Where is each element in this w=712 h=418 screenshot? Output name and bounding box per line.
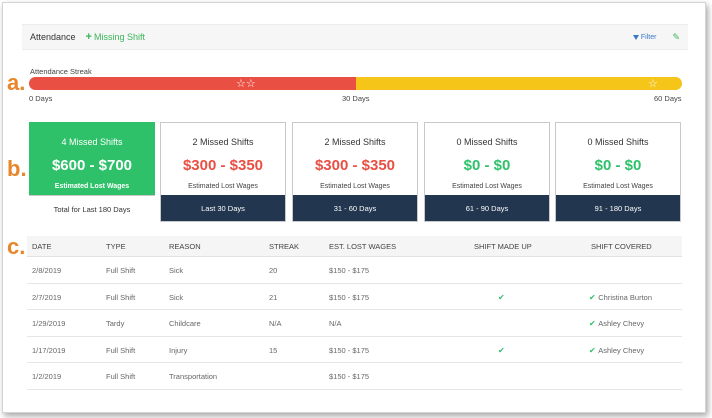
check-icon: ✔ xyxy=(589,345,599,355)
streak-tick-start: 0 Days xyxy=(29,94,53,103)
table-row[interactable]: 1/17/2019 Full Shift Injury 15 $150 - $175 ✔ ✔… xyxy=(27,337,682,363)
lost-wages-amount: $600 - $700 xyxy=(51,157,133,174)
lost-wages-label: Estimated Lost Wages xyxy=(452,183,522,190)
cell-lost-wages: $150 - $175 xyxy=(329,292,370,302)
card-period-label: 31 - 60 Days xyxy=(293,195,417,221)
cell-lost-wages: N/A xyxy=(329,319,342,328)
cell-lost-wages: $150 - $175 xyxy=(329,345,370,355)
cell-reason: Sick xyxy=(169,266,184,275)
missed-shift-count: 2 Missed Shifts xyxy=(192,137,254,147)
missing-shift-label: Missing Shift xyxy=(93,32,146,42)
lost-wages-label: Estimated Lost Wages xyxy=(188,183,258,190)
table-row[interactable]: 1/29/2019 Tardy Childcare N/A N/A ✔ Ashley Ch… xyxy=(27,310,682,337)
lost-wages-amount: $300 - $350 xyxy=(314,157,396,174)
missed-shift-count: 0 Missed Shifts xyxy=(456,137,518,147)
annotation-marker-c: c. xyxy=(7,234,26,259)
cell-streak: 21 xyxy=(269,292,278,302)
cell-reason: Transportation xyxy=(169,372,218,381)
table-row[interactable]: 2/8/2019 Full Shift Sick 20 $150 - $175 xyxy=(27,257,682,284)
streak-tick-mid: 30 Days xyxy=(342,94,370,103)
attendance-header: Attendance + Missing Shift Filter ✎ xyxy=(22,24,688,50)
star-outline-icon: ☆☆ xyxy=(236,77,256,90)
table-row[interactable]: 1/2/2019 Full Shift Transportation $150 - $… xyxy=(27,363,682,390)
covered-by-name: Christina Burton xyxy=(598,292,653,302)
cell-streak: 15 xyxy=(269,345,278,355)
column-header-lost-wages[interactable]: EST. LOST WAGES xyxy=(329,241,397,251)
column-header-shift-made-up[interactable]: SHIFT MADE UP xyxy=(474,241,532,251)
summary-card-91-180-days[interactable]: 0 Missed Shifts $0 - $0 Estimated Lost W… xyxy=(555,122,681,222)
lost-wages-amount: $0 - $0 xyxy=(594,157,642,174)
cell-type: Full Shift xyxy=(106,372,136,381)
cell-date: 1/17/2019 xyxy=(32,345,66,355)
cell-reason: Injury xyxy=(169,345,188,355)
column-header-reason[interactable]: REASON xyxy=(169,241,201,251)
cell-date: 1/29/2019 xyxy=(32,319,66,328)
lost-wages-label: Estimated Lost Wages xyxy=(320,183,390,190)
filter-button[interactable]: Filter xyxy=(632,33,657,41)
lost-wages-label: Estimated Lost Wages xyxy=(583,183,653,190)
streak-progress-bar xyxy=(29,77,682,90)
check-icon: ✔ xyxy=(498,292,505,302)
column-header-date[interactable]: DATE xyxy=(32,241,52,251)
column-header-streak[interactable]: STREAK xyxy=(269,241,300,251)
missed-shift-count: 4 Missed Shifts xyxy=(61,137,123,147)
section-title: Attendance xyxy=(30,32,76,42)
star-outline-icon-end: ☆ xyxy=(648,77,658,90)
cell-type: Tardy xyxy=(106,319,125,328)
column-header-type[interactable]: TYPE xyxy=(106,241,126,251)
cell-date: 2/7/2019 xyxy=(32,292,62,302)
cell-type: Full Shift xyxy=(106,345,136,355)
cell-reason: Sick xyxy=(169,292,184,302)
lost-wages-label: Estimated Lost Wages xyxy=(54,183,130,190)
summary-card-30-days[interactable]: 2 Missed Shifts $300 - $350 Estimated Lo… xyxy=(160,122,286,222)
missed-shift-count: 0 Missed Shifts xyxy=(587,137,649,147)
streak-tick-end: 60 Days xyxy=(654,94,682,103)
card-period-label: 61 - 90 Days xyxy=(425,195,549,221)
cell-lost-wages: $150 - $175 xyxy=(329,266,370,275)
covered-by-name: Ashley Chevy xyxy=(598,319,645,328)
streak-progress-fill xyxy=(29,77,356,90)
summary-card-total[interactable]: 4 Missed Shifts $600 - $700 Estimated Lo… xyxy=(29,122,155,222)
cell-lost-wages: $150 - $175 xyxy=(329,372,370,381)
summary-card-31-60-days[interactable]: 2 Missed Shifts $300 - $350 Estimated Lo… xyxy=(292,122,418,222)
check-icon: ✔ xyxy=(498,345,505,355)
edit-icon[interactable]: ✎ xyxy=(672,31,680,42)
annotation-marker-b: b. xyxy=(7,156,27,181)
cell-date: 1/2/2019 xyxy=(32,372,62,381)
missed-shift-count: 2 Missed Shifts xyxy=(324,137,386,147)
cell-type: Full Shift xyxy=(106,266,136,275)
cell-streak: N/A xyxy=(269,319,282,328)
plus-icon: + xyxy=(85,31,92,43)
summary-card-61-90-days[interactable]: 0 Missed Shifts $0 - $0 Estimated Lost W… xyxy=(424,122,550,222)
cell-streak: 20 xyxy=(269,266,278,275)
column-header-shift-covered[interactable]: SHIFT COVERED xyxy=(591,241,652,251)
lost-wages-amount: $0 - $0 xyxy=(463,157,511,174)
covered-by-name: Ashley Chevy xyxy=(598,345,645,355)
table-header-row: DATE TYPE REASON STREAK EST. LOST WAGES … xyxy=(27,236,682,257)
cell-reason: Childcare xyxy=(169,319,201,328)
cell-date: 2/8/2019 xyxy=(32,266,62,275)
lost-wages-amount: $300 - $350 xyxy=(182,157,264,174)
card-period-label: 91 - 180 Days xyxy=(556,195,680,221)
table-row[interactable]: 2/7/2019 Full Shift Sick 21 $150 - $175 ✔ ✔ Ch… xyxy=(27,284,682,310)
cell-type: Full Shift xyxy=(106,292,136,302)
card-period-label: Last 30 Days xyxy=(161,195,285,221)
check-icon: ✔ xyxy=(589,319,599,328)
card-period-label: Total for Last 180 Days xyxy=(29,195,155,222)
filter-icon xyxy=(632,34,639,40)
cell-shift-covered: ✔ Ashley Chevy xyxy=(589,346,644,355)
streak-progress-remaining xyxy=(355,77,682,90)
check-icon: ✔ xyxy=(589,292,599,302)
streak-label: Attendance Streak xyxy=(30,67,92,76)
filter-label: Filter xyxy=(640,33,657,41)
cell-shift-covered: ✔ Christina Burton xyxy=(589,293,652,302)
missed-shifts-table: DATE TYPE REASON STREAK EST. LOST WAGES … xyxy=(27,236,682,390)
cell-shift-covered: ✔ Ashley Chevy xyxy=(589,319,644,328)
annotation-marker-a: a. xyxy=(7,70,26,95)
missing-shift-button[interactable]: + Missing Shift xyxy=(86,31,145,43)
